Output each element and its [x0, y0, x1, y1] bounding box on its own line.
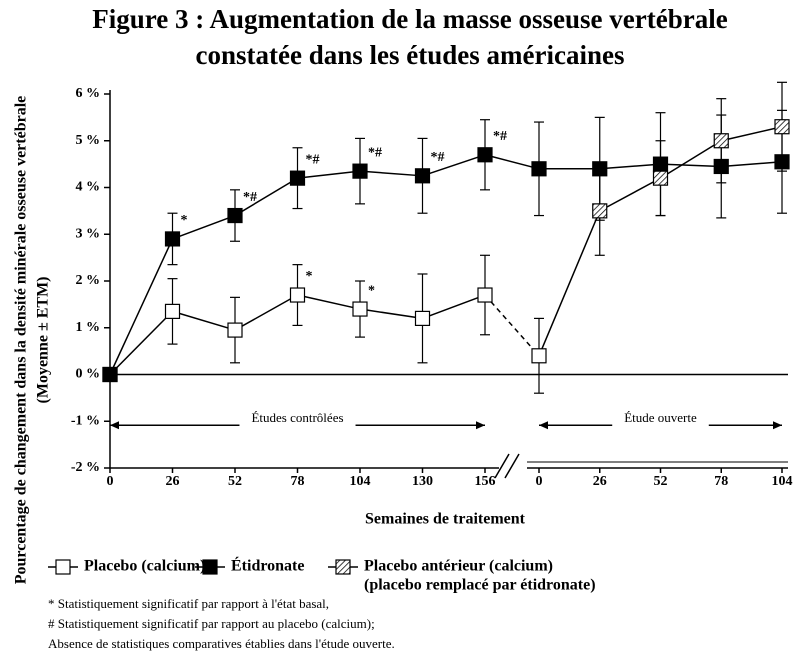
marker [713, 158, 729, 175]
marker [227, 207, 243, 224]
x-tick-label: 104 [350, 474, 371, 489]
x-tick-label: 104 [772, 474, 793, 489]
x-tick-label: 52 [228, 474, 242, 489]
marker [652, 156, 669, 172]
legend-label: Étidronate [231, 556, 304, 575]
series-line [109, 238, 174, 375]
chart-title: constatée dans les études américaines [196, 40, 625, 70]
x-tick-label: 78 [714, 474, 728, 489]
y-tick-label: 6 % [76, 86, 101, 101]
series-line [297, 294, 361, 310]
y-tick-label: 2 % [76, 273, 101, 288]
x-axis-label: Semaines de traitement [365, 511, 526, 528]
series-line [172, 214, 236, 240]
footnote: # Statistiquement significatif par rappo… [48, 616, 375, 631]
series-line [538, 210, 601, 357]
marker [289, 170, 306, 186]
annotation: * [306, 269, 313, 284]
series-line [660, 163, 722, 168]
y-tick-label: 3 % [76, 226, 101, 241]
y-tick-label: 1 % [76, 320, 101, 335]
x-tick-label: 0 [536, 474, 543, 489]
series-line [660, 140, 722, 179]
y-tick-label: -2 % [71, 460, 100, 475]
series-line [359, 308, 423, 320]
annotation: *# [243, 190, 257, 205]
arrow-head [539, 421, 548, 430]
y-tick-label: -1 % [71, 413, 100, 428]
series-line [234, 294, 298, 331]
marker [352, 163, 368, 179]
x-tick-label: 0 [107, 474, 114, 489]
marker [102, 366, 118, 383]
annotation: * [368, 283, 375, 298]
y-axis-label: (Moyenne ± ETM) [35, 277, 52, 404]
marker [414, 310, 431, 326]
legend-marker [335, 559, 351, 575]
x-tick-label: 78 [291, 474, 305, 489]
series-line [599, 163, 661, 170]
arrow-head [476, 421, 485, 430]
marker [531, 348, 547, 364]
marker [227, 322, 243, 338]
annotation: * [181, 213, 188, 228]
marker [592, 161, 608, 177]
series-line [599, 177, 661, 212]
axis-break [494, 453, 510, 479]
axis-break [504, 453, 520, 479]
marker [477, 287, 493, 303]
marker [164, 303, 181, 319]
x-tick-label: 156 [475, 474, 496, 489]
series-line [359, 170, 423, 177]
x-tick-label: 130 [412, 474, 433, 489]
marker [713, 133, 729, 149]
series-line [721, 125, 783, 142]
y-tick-label: 0 % [76, 367, 101, 382]
y-tick-label: 5 % [76, 133, 101, 148]
annotation: *# [306, 152, 320, 167]
y-axis-label: Pourcentage de changement dans la densit… [13, 96, 30, 585]
marker [164, 231, 181, 247]
marker [774, 119, 790, 135]
y-tick-label: 4 % [76, 180, 101, 195]
annotation: *# [368, 145, 382, 160]
chart-title: Figure 3 : Augmentation de la masse osse… [92, 4, 727, 34]
series-line [422, 294, 486, 320]
x-tick-label: 26 [593, 474, 607, 489]
arrow-head [110, 421, 119, 430]
legend-label: Placebo antérieur (calcium) [364, 558, 553, 575]
legend-marker [55, 559, 71, 575]
series-line [172, 310, 236, 331]
series-line [234, 177, 298, 217]
legend-label: Placebo (calcium) [84, 558, 205, 575]
period-label: Étude ouverte [624, 410, 697, 425]
legend-note: (placebo remplacé par étidronate) [364, 577, 596, 594]
annotation: *# [493, 129, 507, 144]
footnote: Absence de statistiques comparatives éta… [48, 636, 395, 651]
marker [352, 301, 368, 317]
series-line [109, 310, 174, 376]
x-tick-label: 52 [654, 474, 668, 489]
annotation: *# [431, 150, 445, 165]
series-line [721, 161, 783, 168]
marker [477, 147, 493, 163]
series-line [484, 294, 540, 357]
marker [592, 203, 608, 219]
marker [652, 170, 669, 186]
series-line [297, 170, 361, 179]
series-line [422, 154, 486, 177]
footnote: * Statistiquement significatif par rappo… [48, 596, 329, 611]
marker [414, 168, 431, 184]
x-tick-label: 26 [166, 474, 180, 489]
arrow-head [773, 421, 782, 430]
series-line [484, 154, 540, 170]
marker [289, 287, 306, 303]
legend-marker [202, 559, 218, 575]
period-label: Études contrôlées [251, 410, 343, 425]
marker [774, 154, 790, 170]
marker [531, 161, 547, 177]
